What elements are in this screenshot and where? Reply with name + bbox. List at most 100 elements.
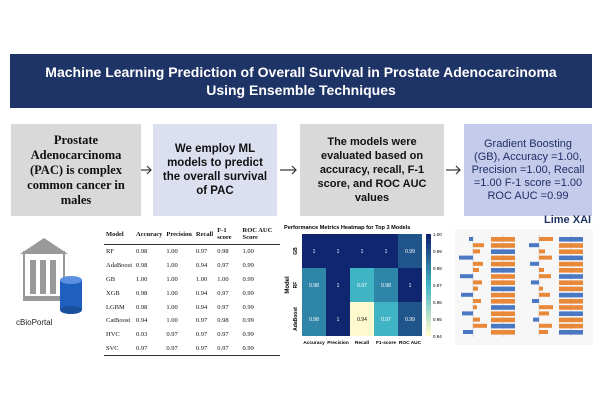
colorbar-segment bbox=[426, 285, 431, 291]
heatmap-cell bbox=[398, 268, 422, 302]
lime-bar bbox=[559, 261, 583, 267]
heatmap-cell bbox=[398, 302, 422, 336]
table-cell: XGB bbox=[106, 289, 120, 297]
table-row: GB 1.00 1.00 1.00 1.00 0.99 bbox=[104, 273, 280, 287]
colorbar-segment bbox=[426, 300, 431, 306]
table-cell: 0.98 bbox=[217, 248, 229, 256]
table-cell: 0.97 bbox=[164, 341, 194, 357]
lime-bar bbox=[491, 330, 515, 335]
table-row: AdaBoost 0.98 1.00 0.94 0.97 0.99 bbox=[104, 259, 280, 273]
heatmap-cell-label: 1 bbox=[409, 283, 412, 289]
table-cell: 0.97 bbox=[217, 289, 229, 297]
lime-bar bbox=[491, 261, 515, 267]
table-header: Recall bbox=[193, 224, 216, 245]
table-cell: 0.99 bbox=[242, 262, 254, 270]
heatmap-cell bbox=[302, 234, 326, 268]
flow-box-ml-models: We employ ML models to predict the overa… bbox=[153, 124, 277, 216]
table-row: LGBM 0.98 1.00 0.94 0.97 0.99 bbox=[104, 300, 280, 314]
table-cell: 0.97 bbox=[217, 331, 229, 339]
lime-bar bbox=[559, 243, 583, 248]
table-cell: 0.98 bbox=[136, 248, 148, 256]
table-cell: 0.97 bbox=[217, 262, 229, 270]
lime-bar bbox=[491, 305, 515, 310]
colorbar-segment bbox=[426, 325, 431, 332]
lime-explanation-panel bbox=[455, 229, 593, 345]
heatmap-cell-label: 1 bbox=[337, 317, 340, 323]
heatmap-cell-label: 1 bbox=[313, 249, 316, 255]
metrics-table: Model Accuracy Precision Recall F-1 scor… bbox=[104, 224, 280, 357]
table-cell: 1.00 bbox=[166, 275, 178, 283]
colorbar-tick: 0.96 bbox=[433, 300, 442, 305]
heatmap-cell bbox=[350, 234, 374, 268]
source-label: cBioPortal bbox=[16, 318, 53, 327]
heatmap-chart: Performance Metrics Heatmap for Top 3 Mo… bbox=[284, 225, 442, 346]
colorbar-tick: 0.99 bbox=[433, 249, 442, 254]
table-cell: HVC bbox=[106, 331, 120, 339]
table-header: ROC AUC Score bbox=[240, 224, 280, 245]
lime-bar bbox=[559, 311, 583, 316]
lime-bar bbox=[473, 280, 482, 285]
table-row: CatBoost 0.94 1.00 0.97 0.98 0.99 bbox=[104, 314, 280, 328]
colorbar-segment bbox=[426, 254, 431, 260]
flow-box-result: Gradient Boosting (GB), Accuracy =1.00, … bbox=[464, 124, 592, 216]
heatmap-cell bbox=[374, 302, 398, 336]
heatmap-cell bbox=[326, 268, 350, 302]
colorbar-segment bbox=[426, 305, 431, 311]
lime-bar bbox=[473, 305, 477, 310]
lime-bar bbox=[559, 330, 583, 335]
heatmap-cell-label: 0.97 bbox=[381, 317, 391, 323]
colorbar-segment bbox=[426, 279, 431, 286]
colorbar-segment bbox=[426, 264, 431, 270]
table-cell: RF bbox=[106, 248, 114, 256]
lime-bar bbox=[459, 255, 473, 260]
lime-bar bbox=[473, 261, 483, 266]
lime-bar bbox=[529, 243, 539, 248]
heatmap-cell-label: 0.98 bbox=[309, 317, 319, 323]
heatmap-cell-label: 0.98 bbox=[381, 283, 391, 289]
lime-bar bbox=[491, 249, 515, 254]
lime-bar bbox=[539, 255, 552, 260]
lime-bar bbox=[473, 243, 484, 248]
heatmap-title: Performance Metrics Heatmap for Top 3 Mo… bbox=[284, 225, 410, 231]
table-cell: 0.97 bbox=[215, 341, 241, 357]
table-cell: 0.94 bbox=[195, 303, 208, 311]
table-cell: 0.99 bbox=[242, 331, 254, 339]
lime-bar bbox=[463, 330, 473, 334]
lime-bar bbox=[473, 323, 487, 328]
heatmap-cell bbox=[350, 268, 374, 302]
heatmap-cell bbox=[326, 234, 350, 268]
colorbar-tick: 0.94 bbox=[433, 334, 442, 339]
colorbar-segment bbox=[426, 320, 431, 327]
lime-bar bbox=[539, 268, 544, 272]
table-cell: CatBoost bbox=[106, 317, 131, 325]
colorbar-segment bbox=[426, 315, 431, 321]
flow-box-text: Prostate Adenocarcinoma (PAC) is complex… bbox=[27, 132, 125, 207]
heatmap-cell bbox=[374, 268, 398, 302]
table-cell: 1.00 bbox=[166, 262, 178, 270]
colorbar-tick: 0.97 bbox=[433, 283, 442, 288]
lime-bar bbox=[559, 255, 583, 261]
table-cell: 0.98 bbox=[136, 303, 148, 311]
lime-bar bbox=[533, 317, 539, 322]
table-cell: 0.99 bbox=[242, 289, 254, 297]
heatmap-cell-label: 1 bbox=[337, 283, 340, 289]
heatmap-cell-label: 0.99 bbox=[405, 317, 415, 323]
table-cell: 0.99 bbox=[242, 275, 254, 283]
table-cell: GB bbox=[106, 275, 116, 283]
lime-bar bbox=[539, 286, 543, 291]
lime-bar bbox=[491, 268, 515, 273]
lime-bar bbox=[539, 305, 553, 310]
colorbar-segment bbox=[426, 234, 431, 240]
heatmap-col-label: Precision bbox=[327, 340, 349, 346]
colorbar-segment bbox=[426, 290, 431, 296]
flow-box-text: The models were evaluated based on accur… bbox=[317, 136, 427, 204]
lime-bar bbox=[469, 237, 473, 241]
table-cell: 1.00 bbox=[242, 248, 254, 256]
lime-bar bbox=[531, 280, 539, 285]
colorbar-segment bbox=[426, 244, 431, 250]
colorbar-segment bbox=[426, 269, 431, 276]
heatmap-col-label: ROC AUC bbox=[399, 340, 422, 346]
colorbar-segment bbox=[426, 249, 431, 255]
table-cell: 0.97 bbox=[166, 331, 178, 339]
heatmap-cell-label: 0.97 bbox=[357, 283, 367, 289]
